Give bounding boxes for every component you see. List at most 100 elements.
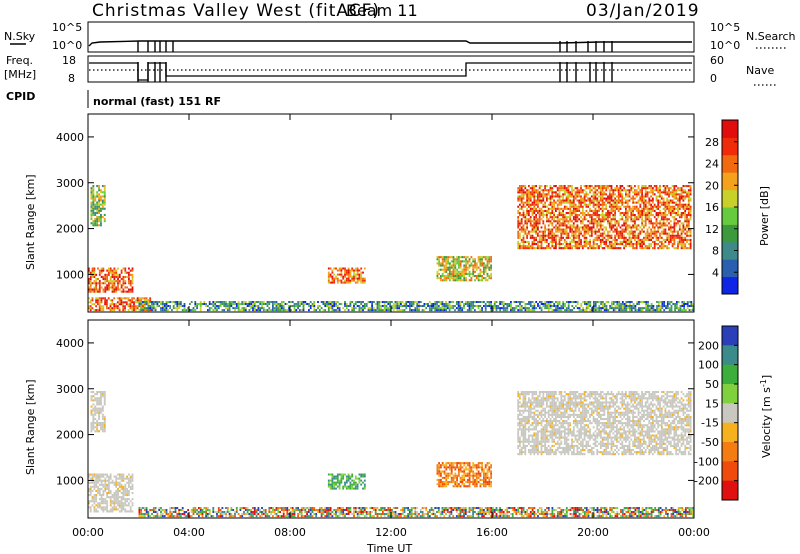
nsky-panel — [87, 21, 695, 53]
heatmap-cell — [635, 243, 638, 246]
heatmap-cell — [194, 305, 197, 307]
heatmap-cell — [668, 303, 671, 305]
heatmap-cell — [563, 240, 566, 243]
heatmap-cell — [603, 236, 606, 239]
heatmap-cell — [637, 232, 640, 235]
heatmap-cell — [225, 301, 227, 303]
heatmap-cell — [113, 275, 116, 278]
heatmap-cell — [102, 275, 105, 278]
heatmap-cell — [607, 222, 609, 225]
heatmap-cell — [637, 236, 640, 239]
heatmap-cell — [96, 430, 99, 433]
heatmap-cell — [650, 228, 652, 231]
heatmap-cell — [89, 305, 92, 308]
heatmap-cell — [126, 286, 128, 289]
heatmap-cell — [617, 236, 620, 239]
heatmap-cell — [181, 509, 184, 511]
heatmap-cell — [671, 195, 674, 198]
heatmap-cell — [120, 475, 123, 478]
heatmap-cell — [528, 189, 530, 192]
heatmap-cell — [308, 305, 310, 307]
heatmap-cell — [100, 409, 102, 412]
heatmap-cell — [486, 260, 489, 263]
heatmap-cell — [98, 271, 101, 274]
colorbar-swatch — [722, 154, 738, 173]
heatmap-cell — [378, 301, 381, 303]
heatmap-cell — [558, 185, 561, 188]
heatmap-cell — [106, 485, 108, 488]
heatmap-cell — [669, 214, 672, 217]
heatmap-cell — [441, 301, 444, 303]
heatmap-cell — [234, 307, 236, 310]
heatmap-cell — [583, 226, 586, 229]
heatmap-cell — [363, 267, 366, 270]
heatmap-cell — [522, 224, 525, 227]
heatmap-cell — [589, 245, 591, 248]
heatmap-cell — [659, 189, 661, 192]
heatmap-cell — [158, 507, 161, 509]
heatmap-cell — [89, 307, 92, 310]
heatmap-cell — [571, 205, 573, 208]
heatmap-cell — [90, 193, 93, 196]
heatmap-cell — [626, 232, 629, 235]
heatmap-cell — [635, 245, 638, 248]
heatmap-cell — [678, 205, 681, 208]
heatmap-cell — [198, 511, 200, 513]
heatmap-cell — [418, 303, 420, 305]
heatmap-cell — [643, 195, 645, 198]
heatmap-cell — [612, 203, 615, 206]
heatmap-cell — [609, 305, 611, 307]
heatmap-cell — [506, 307, 509, 310]
heatmap-cell — [88, 282, 90, 285]
heatmap-cell — [97, 487, 99, 490]
heatmap-cell — [446, 305, 449, 307]
heatmap-cell — [526, 199, 528, 202]
heatmap-cell — [129, 485, 132, 488]
heatmap-cell — [610, 228, 613, 231]
heatmap-cell — [101, 199, 104, 202]
heatmap-cell — [266, 513, 269, 515]
heatmap-cell — [601, 216, 604, 219]
heatmap-cell — [522, 234, 525, 237]
heatmap-cell — [652, 209, 654, 212]
heatmap-cell — [369, 301, 372, 303]
heatmap-cell — [533, 230, 536, 233]
heatmap-cell — [688, 305, 691, 307]
heatmap-cell — [250, 515, 253, 518]
heatmap-cell — [662, 247, 665, 250]
heatmap-cell — [270, 309, 272, 312]
heatmap-cell — [650, 222, 652, 225]
heatmap-cell — [134, 309, 137, 312]
heatmap-cell — [562, 193, 564, 196]
heatmap-cell — [684, 243, 687, 246]
heatmap-cell — [680, 203, 683, 206]
heatmap-cell — [569, 224, 572, 227]
heatmap-cell — [90, 213, 93, 216]
heatmap-cell — [666, 185, 669, 188]
heatmap-cell — [95, 299, 97, 302]
heatmap-cell — [472, 307, 474, 310]
heatmap-cell — [659, 222, 661, 225]
heatmap-cell — [120, 290, 123, 293]
heatmap-cell — [558, 236, 561, 239]
heatmap-cell — [519, 214, 521, 217]
heatmap-cell — [418, 301, 420, 303]
heatmap-cell — [98, 504, 101, 507]
heatmap-cell — [542, 195, 545, 198]
heatmap-cell — [129, 506, 132, 509]
heatmap-cell — [616, 230, 618, 233]
heatmap-cell — [483, 266, 485, 269]
heatmap-cell — [262, 309, 265, 312]
heatmap-cell — [628, 240, 631, 243]
heatmap-cell — [115, 485, 118, 488]
heatmap-cell — [660, 201, 663, 204]
heatmap-cell — [537, 195, 539, 198]
heatmap-cell — [143, 515, 146, 518]
heatmap-cell — [555, 245, 557, 248]
heatmap-cell — [293, 509, 296, 511]
heatmap-cell — [326, 509, 328, 511]
heatmap-cell — [502, 303, 505, 305]
heatmap-cell — [96, 391, 99, 394]
heatmap-cell — [207, 309, 209, 312]
heatmap-cell — [102, 510, 105, 513]
